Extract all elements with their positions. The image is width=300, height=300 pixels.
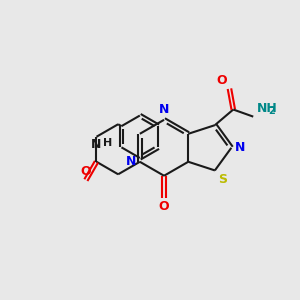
Text: NH: NH <box>257 102 278 115</box>
Text: O: O <box>217 74 227 87</box>
Text: O: O <box>159 200 170 213</box>
Text: N: N <box>126 155 136 168</box>
Text: N: N <box>91 138 102 151</box>
Text: N: N <box>159 103 169 116</box>
Text: S: S <box>218 173 227 186</box>
Text: N: N <box>235 141 245 154</box>
Text: O: O <box>81 165 91 178</box>
Text: 2: 2 <box>268 106 275 116</box>
Text: H: H <box>103 138 112 148</box>
